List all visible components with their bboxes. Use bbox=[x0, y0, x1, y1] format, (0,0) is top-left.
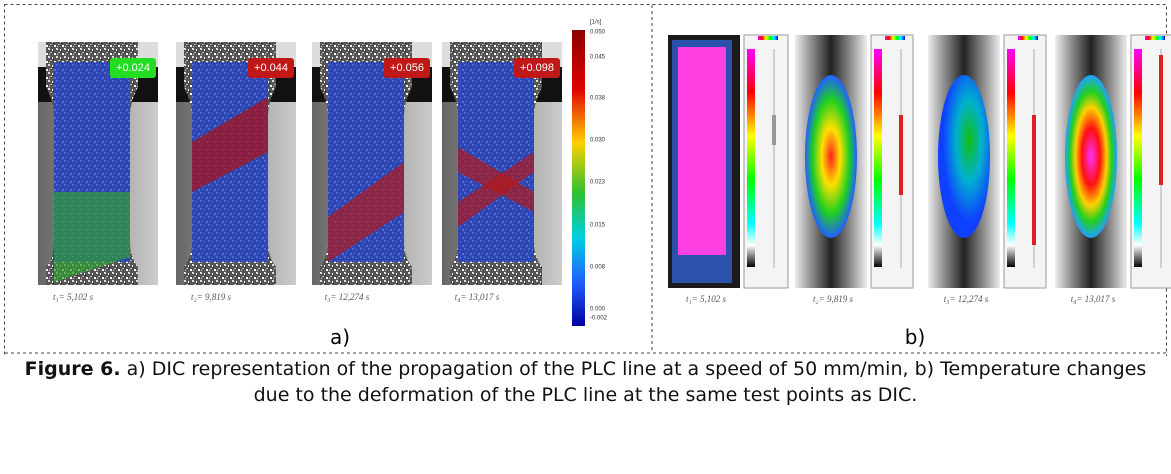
colorbar-tick-label: 0.008 bbox=[590, 265, 606, 271]
scale-strip bbox=[874, 49, 882, 267]
caption: Figure 6. a) DIC representation of the p… bbox=[8, 356, 1163, 408]
thermal-frame bbox=[795, 35, 913, 288]
scale-strip bbox=[1134, 49, 1142, 267]
scale-strip bbox=[747, 49, 755, 267]
colorbar-tick-label: 0.050 bbox=[590, 30, 606, 36]
dic-frame: +0.024 bbox=[38, 42, 158, 285]
dic-frame: +0.056 bbox=[312, 42, 432, 285]
dic-frame: +0.098 bbox=[442, 42, 562, 285]
time-label: t₃= 12,274 s bbox=[944, 294, 989, 304]
colorbar-tick-label: 0.030 bbox=[590, 138, 606, 144]
dic-frame: +0.044 bbox=[176, 42, 296, 285]
strain-label: +0.056 bbox=[390, 62, 424, 74]
scale-header bbox=[1018, 36, 1038, 40]
caption-text: a) DIC representation of the propagation… bbox=[127, 358, 1147, 406]
colorbar-tick-label: -0.002 bbox=[590, 316, 608, 322]
caption-label: Figure 6. bbox=[25, 358, 121, 380]
scale-header bbox=[1145, 36, 1165, 40]
page: {"panel_a":{"label":"a)","frames":[{"str… bbox=[0, 0, 1171, 474]
time-label: t₂= 9,819 s bbox=[813, 294, 853, 304]
time-label: t₁= 5,102 s bbox=[686, 294, 726, 304]
panel-label: a) bbox=[330, 325, 350, 349]
thermal-hotspot bbox=[1065, 75, 1117, 238]
colorbar bbox=[572, 30, 585, 326]
strain-label: +0.024 bbox=[116, 62, 150, 74]
colorbar-tick-label: 0.038 bbox=[590, 96, 606, 102]
thermal-hotspot bbox=[938, 75, 990, 238]
time-label: t₄= 13,017 s bbox=[455, 292, 500, 302]
strain-label: +0.098 bbox=[520, 62, 554, 74]
colorbar-tick-label: 0.045 bbox=[590, 55, 606, 61]
colorbar-unit: [1/s] bbox=[590, 20, 602, 26]
thermal-hotspot bbox=[805, 75, 857, 238]
scale-range bbox=[772, 115, 776, 145]
scale-strip bbox=[1007, 49, 1015, 267]
thermal-frame bbox=[668, 35, 788, 288]
time-label: t₁= 5,102 s bbox=[53, 292, 93, 302]
time-label: t₂= 9,819 s bbox=[191, 292, 231, 302]
strain-label: +0.044 bbox=[254, 62, 288, 74]
colorbar-tick-label: 0.015 bbox=[590, 223, 606, 229]
time-label: t₄= 13,017 s bbox=[1071, 294, 1116, 304]
scale-range bbox=[899, 115, 903, 195]
colorbar-tick-label: 0.000 bbox=[590, 307, 606, 313]
thermal-hotspot bbox=[678, 47, 726, 255]
panel-label: b) bbox=[905, 325, 926, 349]
scale-range bbox=[1159, 55, 1163, 185]
thermal-frame bbox=[1055, 35, 1171, 288]
thermal-frame bbox=[928, 35, 1046, 288]
colorbar-tick-label: 0.023 bbox=[590, 180, 606, 186]
scale-header bbox=[758, 36, 778, 40]
scale-header bbox=[885, 36, 905, 40]
time-label: t₃= 12,274 s bbox=[325, 292, 370, 302]
figure: a) b) [1/s] +0.024 t₁= 5,102 s +0.044 t₂= 9… bbox=[0, 0, 1171, 356]
scale-range bbox=[1032, 115, 1036, 245]
